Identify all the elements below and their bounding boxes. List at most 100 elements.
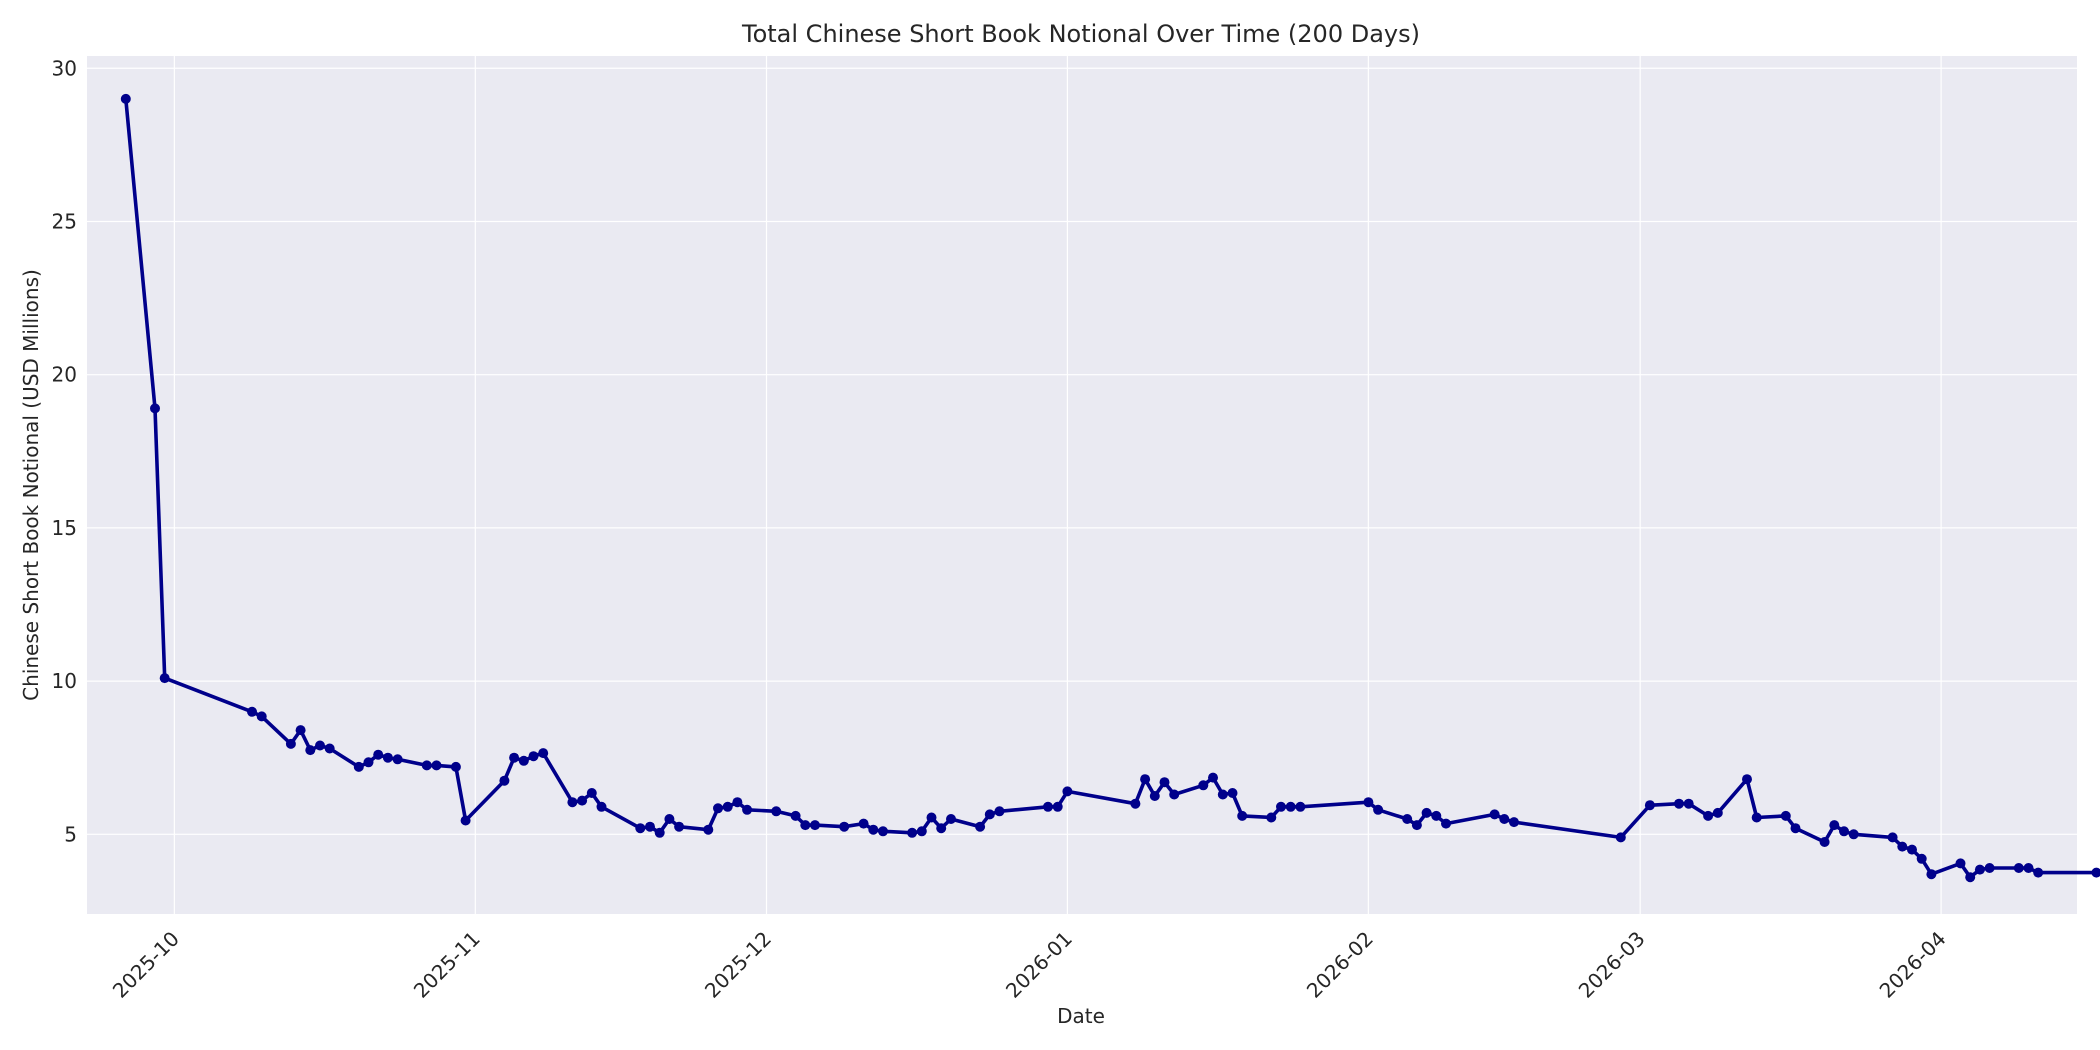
data-point (363, 757, 374, 768)
x-tick-label: 2026-03 (1574, 927, 1650, 1003)
y-axis-ticks: 5 10 15 20 25 30 (52, 56, 77, 846)
data-point (421, 760, 432, 771)
data-point (305, 745, 316, 756)
data-point (247, 706, 257, 717)
data-point (1062, 786, 1073, 797)
data-point (353, 761, 364, 772)
data-point (1780, 810, 1791, 821)
data-point (1295, 801, 1306, 812)
data-point (2033, 867, 2044, 878)
y-tick-label: 5 (64, 822, 77, 846)
data-point (1916, 853, 1927, 864)
data-point (800, 820, 811, 831)
y-tick-label: 15 (52, 516, 77, 540)
x-tick-label: 2026-01 (1001, 927, 1077, 1003)
data-point (2091, 867, 2100, 878)
x-tick-label: 2025-12 (700, 927, 776, 1003)
data-point (2023, 863, 2034, 873)
data-point (1742, 774, 1752, 785)
data-point (285, 738, 296, 749)
data-point (528, 751, 539, 762)
data-point (1712, 807, 1723, 818)
data-point (1402, 814, 1413, 824)
data-point (1140, 774, 1151, 785)
data-point (790, 810, 801, 821)
chart-title: Total Chinese Short Book Notional Over T… (741, 20, 1420, 48)
data-point (1159, 777, 1170, 788)
data-point (1043, 801, 1053, 812)
data-point (1984, 863, 1995, 873)
y-tick-label: 30 (52, 56, 77, 80)
data-point (1926, 869, 1937, 880)
data-point (450, 761, 461, 772)
data-point (645, 821, 655, 832)
data-point (295, 725, 306, 736)
data-point (382, 752, 393, 763)
data-point (586, 788, 597, 798)
data-point (1421, 807, 1432, 818)
data-point (1431, 810, 1442, 821)
data-point (907, 827, 918, 838)
data-point (732, 797, 743, 808)
data-point (499, 775, 510, 786)
data-point (1373, 804, 1384, 815)
data-point (1441, 818, 1451, 829)
data-point (878, 826, 888, 837)
data-point (1227, 788, 1238, 798)
data-point (431, 760, 442, 771)
data-point (1363, 797, 1374, 808)
data-point (674, 821, 685, 832)
data-point (1839, 826, 1849, 837)
data-point (1285, 801, 1296, 812)
data-point (664, 814, 675, 824)
data-point (1052, 801, 1063, 812)
x-tick-label: 2026-02 (1302, 927, 1378, 1003)
data-point (1683, 798, 1694, 809)
data-point (1411, 820, 1422, 831)
data-point (926, 812, 937, 823)
y-axis-label: Chinese Short Book Notional (USD Million… (19, 269, 43, 701)
x-axis-label: Date (1057, 1004, 1105, 1028)
data-point (1217, 789, 1228, 800)
data-point (509, 752, 520, 763)
x-axis-ticks: 2025-10 2025-11 2025-12 2026-01 2026-02 2026-… (108, 927, 1951, 1003)
data-point (1848, 829, 1859, 840)
data-point (1237, 810, 1248, 821)
data-point (1266, 812, 1277, 823)
data-point (994, 806, 1005, 817)
data-point (713, 803, 723, 814)
data-point (1489, 809, 1500, 820)
data-point (946, 814, 956, 824)
data-point (1615, 832, 1626, 843)
data-point (810, 820, 820, 831)
gridlines (87, 56, 2077, 914)
x-tick-label: 2026-04 (1875, 927, 1951, 1003)
data-point (1674, 798, 1684, 809)
data-point (654, 827, 665, 838)
data-point (742, 804, 753, 815)
data-point (150, 403, 160, 414)
data-point (1130, 798, 1141, 809)
data-point (373, 749, 384, 760)
data-point (1897, 841, 1908, 852)
data-point (1819, 837, 1830, 847)
data-point (1149, 791, 1160, 801)
data-point (916, 826, 927, 837)
data-point (1208, 772, 1218, 783)
data-point (858, 818, 869, 829)
data-point (577, 795, 588, 806)
y-tick-label: 10 (52, 669, 77, 693)
data-point (1169, 789, 1180, 800)
y-tick-label: 20 (52, 363, 77, 387)
data-point (1644, 800, 1655, 811)
data-point (596, 801, 607, 812)
data-point (975, 821, 986, 832)
data-point (1499, 814, 1510, 824)
data-point (518, 755, 529, 766)
data-point (703, 824, 714, 835)
data-point (1790, 823, 1801, 834)
series-markers (120, 93, 2100, 883)
data-point (1829, 820, 1840, 831)
data-point (256, 711, 267, 722)
data-point (1198, 780, 1209, 791)
